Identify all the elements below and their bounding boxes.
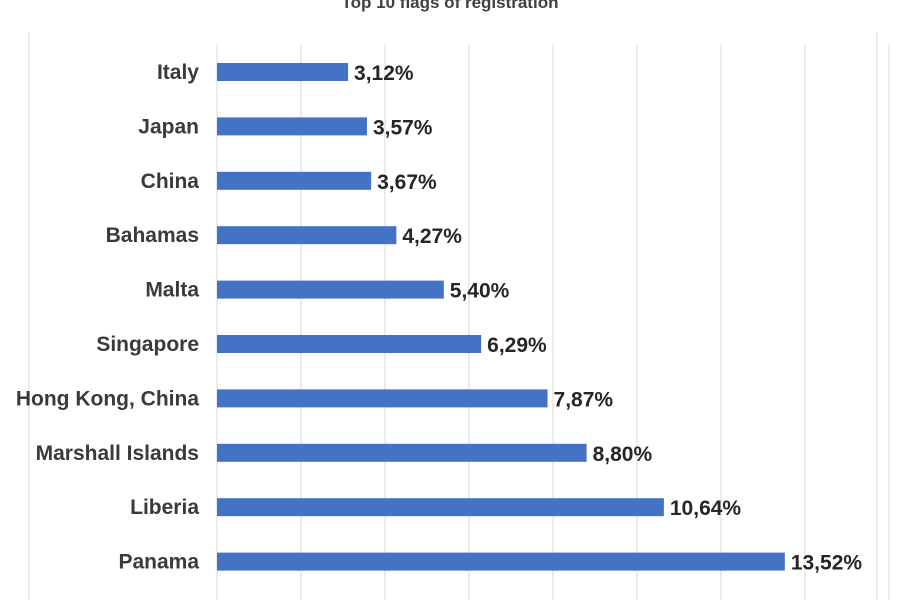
- category-label: Singapore: [96, 333, 199, 356]
- category-label: Japan: [138, 115, 199, 138]
- data-label: 4,27%: [402, 225, 462, 248]
- category-label: Italy: [157, 61, 199, 84]
- data-label: 13,52%: [791, 552, 863, 575]
- bar: [217, 443, 587, 462]
- bar: [217, 498, 664, 517]
- bar: [217, 63, 349, 81]
- data-label: 3,12%: [354, 62, 414, 85]
- data-label: 5,40%: [450, 280, 510, 303]
- bar: [217, 335, 482, 353]
- data-label: 10,64%: [670, 497, 742, 520]
- category-label: Liberia: [130, 496, 199, 519]
- category-label: Panama: [118, 551, 199, 574]
- bar: [217, 389, 548, 408]
- category-label: Marshall Islands: [36, 442, 199, 465]
- bar: [217, 552, 785, 571]
- category-label: Hong Kong, China: [16, 387, 199, 410]
- category-label: Malta: [145, 279, 199, 302]
- bar: [217, 171, 372, 190]
- category-label: Bahamas: [106, 224, 199, 247]
- bar: [217, 117, 367, 136]
- data-label: 3,57%: [373, 116, 433, 139]
- bar: [217, 280, 444, 299]
- data-label: 3,67%: [377, 171, 437, 194]
- data-label: 7,87%: [554, 388, 614, 411]
- category-label: China: [141, 170, 200, 193]
- data-label: 6,29%: [487, 334, 547, 357]
- bar: [217, 226, 397, 245]
- data-label: 8,80%: [593, 443, 653, 466]
- chart-title: Top 10 flags of registration: [341, 0, 559, 12]
